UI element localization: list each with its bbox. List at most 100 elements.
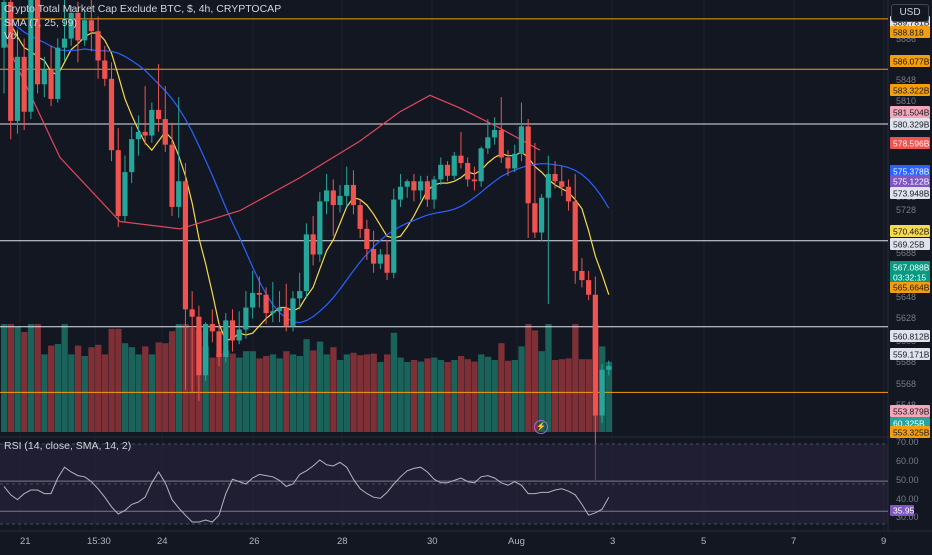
price-axis-tick: 5628	[896, 313, 916, 323]
time-axis-tick: 28	[337, 536, 348, 547]
volume-bar	[431, 357, 438, 432]
volume-bar	[444, 362, 451, 432]
volume-bar	[424, 358, 431, 432]
rsi-axis-tick: 30.00	[896, 512, 919, 522]
sma-legend[interactable]: SMA (7, 25, 99)	[4, 17, 77, 29]
candle-body	[310, 234, 316, 255]
volume-bar	[222, 350, 230, 432]
volume-bar	[115, 328, 122, 432]
currency-button[interactable]: USD	[891, 4, 929, 22]
volume-bar	[478, 354, 485, 432]
candle-body	[155, 109, 162, 120]
price-label-text: 553.879B	[893, 407, 930, 417]
price-label-box	[890, 55, 930, 67]
candle-body	[243, 307, 249, 330]
flash-icon[interactable]: ⚡	[534, 420, 548, 434]
candle-body	[162, 119, 168, 145]
volume-bar	[7, 324, 15, 432]
volume-bar	[491, 360, 498, 432]
volume-bar	[61, 324, 68, 432]
candle-body	[431, 179, 437, 200]
candle-body	[599, 369, 605, 416]
sma99-line	[3, 38, 541, 230]
volume-bar	[404, 362, 411, 432]
price-label-box	[890, 118, 930, 130]
price-axis-tick: 5848	[896, 75, 916, 85]
volume-bar	[142, 346, 149, 432]
candle-body	[82, 20, 88, 41]
rsi-legend[interactable]: RSI (14, close, SMA, 14, 2)	[4, 440, 132, 452]
candle-body	[122, 172, 128, 217]
volume-bar	[296, 356, 303, 432]
volume-bar	[48, 345, 55, 432]
candle-body	[465, 162, 471, 180]
volume-bar	[148, 354, 156, 432]
volume-bar	[108, 328, 115, 432]
candle-body	[552, 173, 558, 182]
price-axis-tick: 5886	[896, 34, 916, 44]
time-axis-tick: 5	[701, 536, 706, 547]
volume-bar	[263, 356, 270, 432]
price-label-box	[890, 281, 930, 293]
volume-bar	[54, 344, 62, 432]
candle-body	[498, 130, 504, 158]
candle-body	[532, 203, 538, 233]
volume-bar	[343, 354, 351, 432]
volume-bar	[578, 359, 586, 432]
price-label-text: 586.077B	[893, 57, 930, 67]
price-label-box	[890, 238, 930, 250]
time-axis-tick: 26	[249, 536, 260, 547]
price-label-text: 575.378B	[893, 167, 930, 177]
candle-body	[371, 248, 377, 264]
candle-body	[95, 31, 101, 61]
price-axis-tick: 5568	[896, 379, 916, 389]
candle-body	[263, 294, 269, 314]
volume-bar	[518, 346, 525, 432]
time-axis-tick: 7	[791, 536, 796, 547]
volume-bar	[316, 341, 324, 432]
volume-bar	[303, 339, 310, 432]
volume-bar	[377, 362, 384, 432]
price-label-box	[890, 106, 930, 118]
volume-legend[interactable]: Vol	[4, 30, 19, 42]
time-axis-tick: 15:30	[87, 536, 111, 547]
price-label-text: 559.171B	[893, 350, 930, 360]
rsi-value-box	[890, 505, 914, 516]
price-label-box	[890, 405, 930, 417]
volume-bar	[437, 360, 445, 432]
countdown-text: 03:32:15	[893, 273, 926, 283]
price-label-text: 583.322B	[893, 86, 930, 96]
price-label-box	[890, 84, 930, 96]
candle-body	[391, 199, 397, 273]
candle-body	[418, 181, 424, 191]
volume-bar	[545, 324, 552, 432]
candle-body	[115, 150, 121, 217]
price-label-box	[890, 137, 930, 149]
rsi-axis-tick: 70.00	[896, 437, 919, 447]
candle-body	[572, 201, 578, 271]
price-axis-tick: 5688	[896, 248, 916, 258]
volume-bar	[249, 351, 256, 432]
price-axis-tick: 5588	[896, 357, 916, 367]
price-label-text: 60.325B	[893, 419, 925, 429]
price-label-box	[890, 426, 930, 438]
candle-body	[41, 69, 47, 85]
volume-bar	[289, 354, 297, 432]
candle-body	[196, 316, 202, 376]
price-label-text: 560.812B	[893, 332, 930, 342]
volume-bar	[330, 347, 337, 432]
volume-bar	[155, 342, 162, 432]
candle-body	[471, 179, 477, 182]
volume-bar	[14, 326, 21, 432]
price-label-text: 567.088B	[893, 263, 930, 273]
volume-bar	[525, 324, 532, 432]
rsi-line	[3, 459, 610, 523]
volume-bar	[363, 354, 371, 432]
candle-body	[61, 38, 68, 48]
candle-body	[559, 181, 565, 187]
volume-bar	[209, 357, 216, 432]
volume-bar	[21, 332, 28, 432]
price-label-text: 570.462B	[893, 227, 930, 237]
candle-body	[55, 47, 61, 99]
